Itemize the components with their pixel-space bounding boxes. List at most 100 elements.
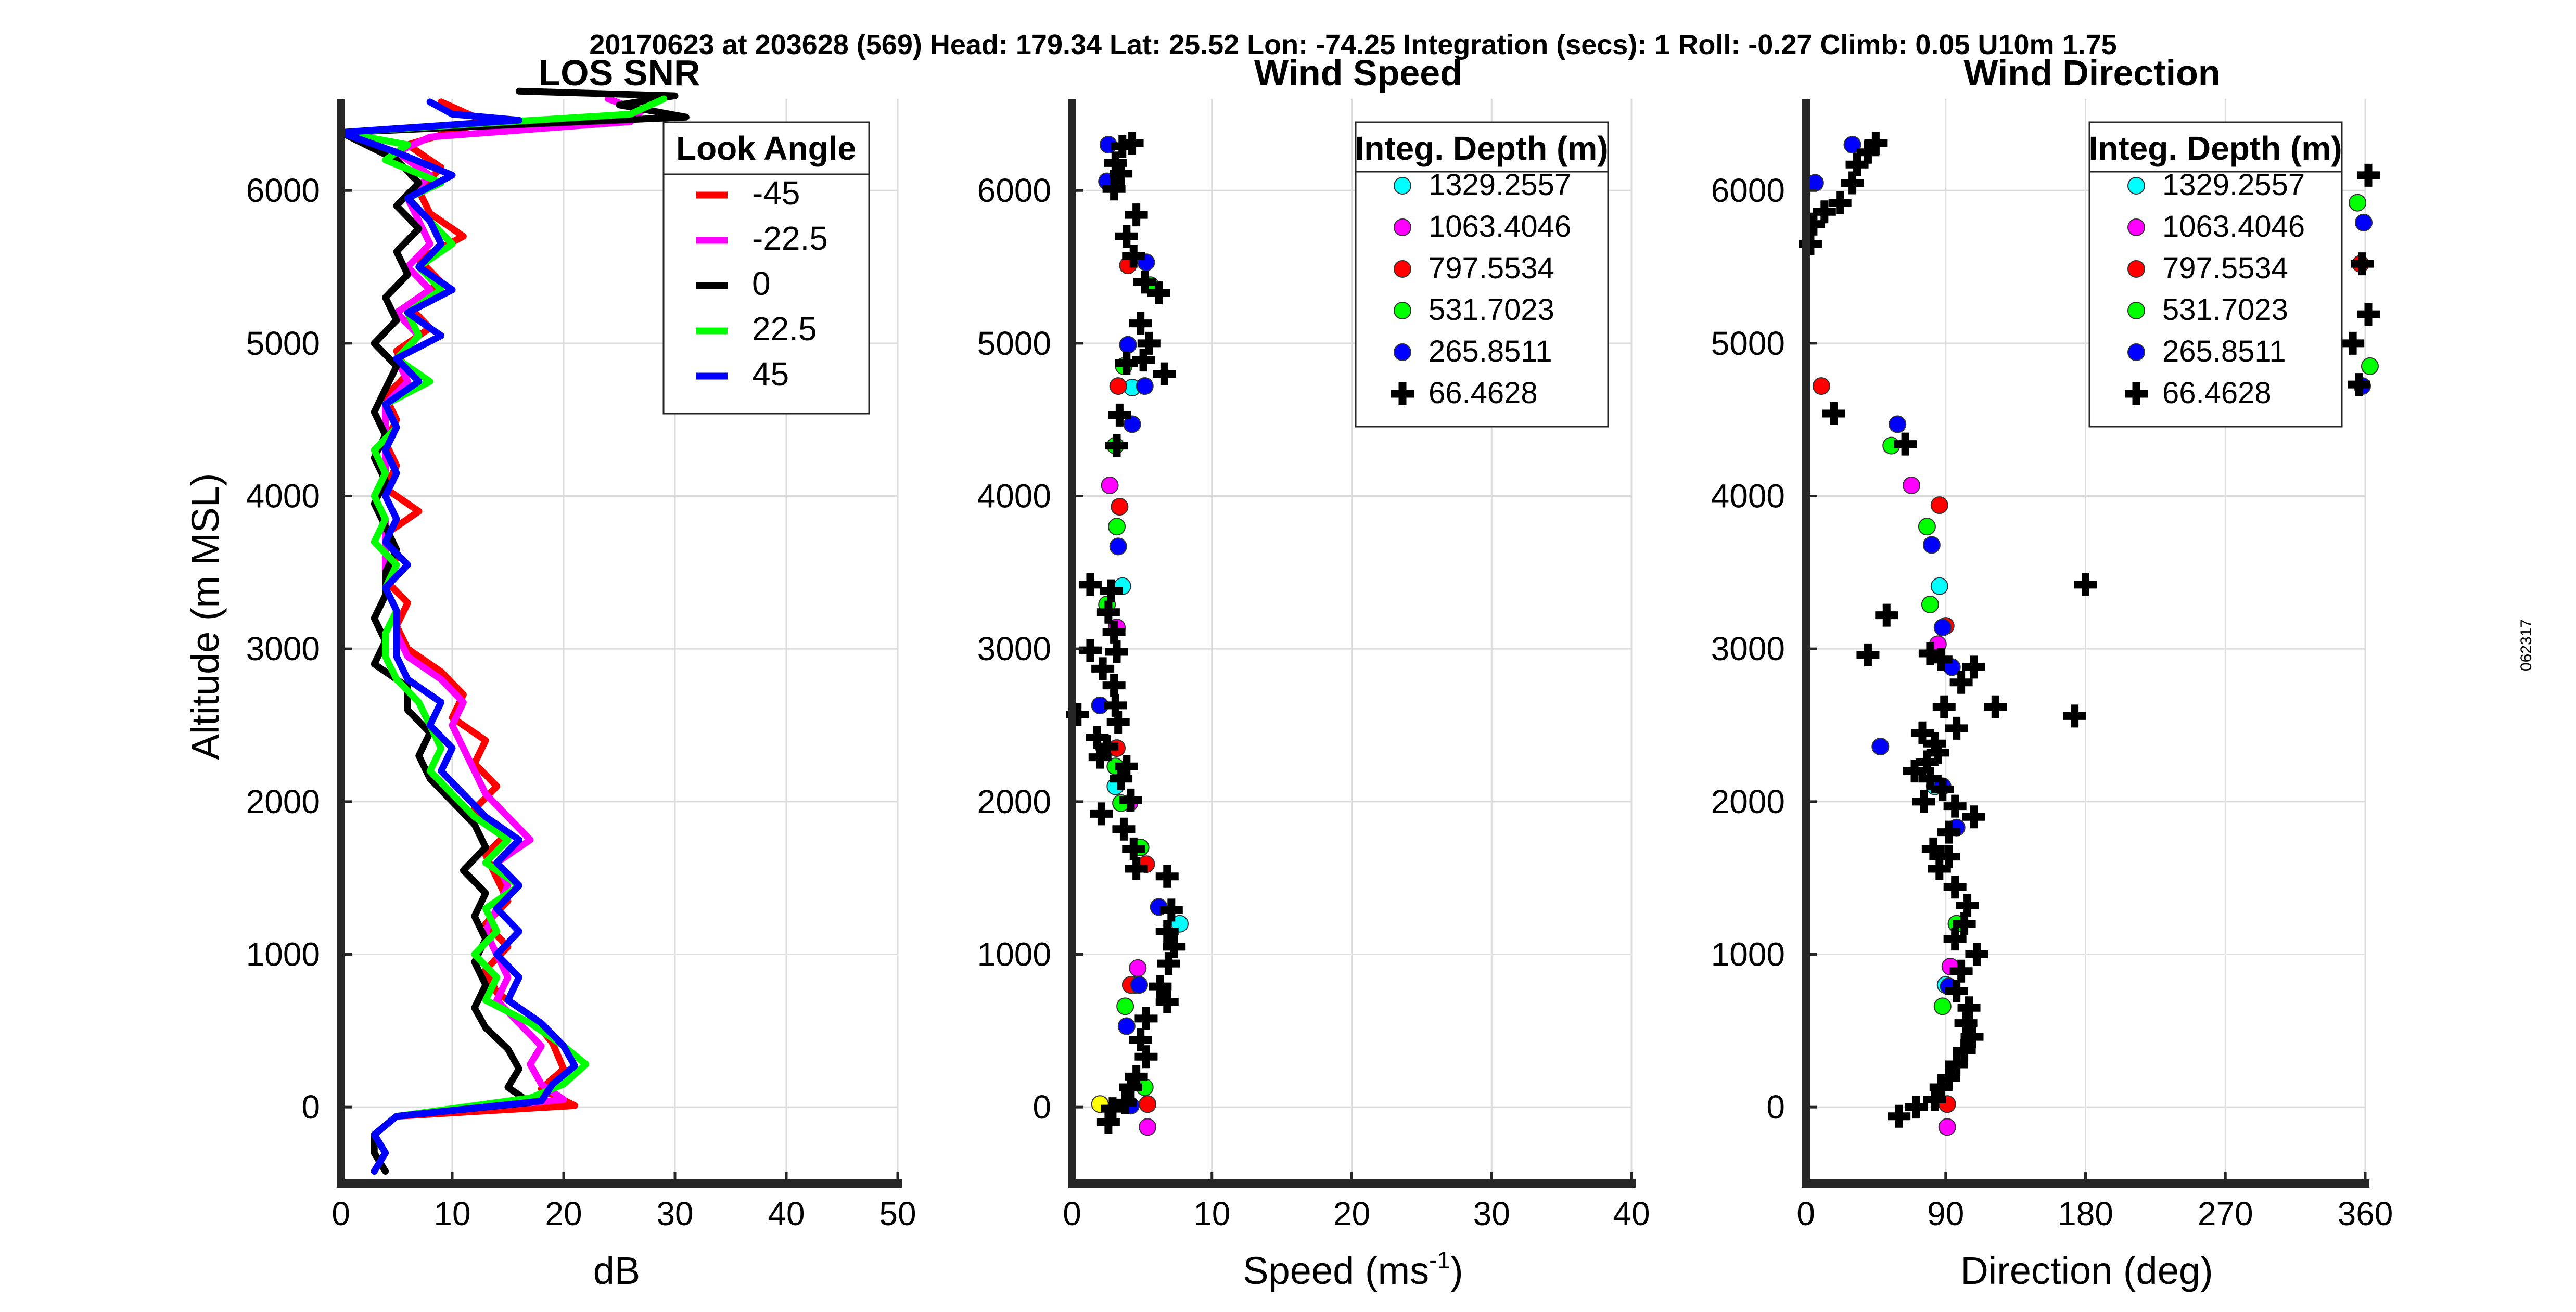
wind-direction-series-group <box>1799 132 2380 1136</box>
wind-speed-series-66-4628-point <box>1129 312 1152 335</box>
wind-direction-series-66-4628-point <box>1945 1052 1968 1076</box>
wind-direction-series-1329-2557-point <box>1930 577 1948 595</box>
wind-speed-y-tick-label: 2000 <box>977 783 1051 820</box>
wind-direction-series-66-4628-point <box>1903 760 1927 783</box>
los-snr-x-tick-label: 10 <box>433 1195 470 1232</box>
wind-direction-legend-swatch <box>2125 382 2148 405</box>
los-snr-legend-title: Look Angle <box>676 130 856 167</box>
wind-direction-y-tick-label: 6000 <box>1711 172 1785 209</box>
los-snr-y-tick-label: 2000 <box>246 783 320 820</box>
wind-speed-series-66-4628-point <box>1133 271 1156 294</box>
wind-direction-y-tick-label: 5000 <box>1711 325 1785 362</box>
wind-speed-series-66-4628-point <box>1122 837 1145 860</box>
wind-speed-series-66-4628-point <box>1096 1111 1120 1134</box>
wind-direction-legend-item: 531.7023 <box>2127 293 2288 327</box>
wind-direction-series-66-4628-point <box>1945 979 1968 1002</box>
wind-direction-series-66-4628-point <box>1905 1096 1928 1119</box>
wind-speed-series-66-4628-point <box>1119 1075 1142 1099</box>
wind-speed-series-66-4628-point <box>1153 362 1176 385</box>
wind-direction-y-tick-label: 0 <box>1766 1088 1785 1126</box>
los-snr-y-tick-label: 0 <box>301 1088 320 1126</box>
wind-speed-legend-item: 1063.4046 <box>1394 210 1571 243</box>
wind-direction-series-66-4628-point <box>1962 805 1985 829</box>
wind-direction-y-tick-label: 3000 <box>1711 630 1785 667</box>
wind-speed-x-tick-label: 40 <box>1613 1195 1650 1232</box>
wind-speed-x-tick-label: 0 <box>1063 1195 1081 1232</box>
wind-direction-series-265-8511-point <box>1889 415 1907 433</box>
wind-speed-series-66-4628-point <box>1125 857 1148 881</box>
wind-speed-series-66-4628-point <box>1101 1097 1124 1121</box>
wind-speed-axes: 0 1000 2000 3000 4000 5000 6000 0 10 20 30 40 <box>977 99 1650 1232</box>
wind-speed-legend-label: 66.4628 <box>1429 376 1538 410</box>
wind-speed-series-66-4628-point <box>1129 1028 1152 1051</box>
wind-direction-series-66-4628-point <box>2356 163 2380 187</box>
wind-direction-y-tick-label: 4000 <box>1711 478 1785 515</box>
figure-side-id: 062317 <box>2518 619 2535 671</box>
wind-direction-legend-swatch <box>2127 260 2145 278</box>
wind-speed-series-66-4628-point <box>1102 674 1126 697</box>
wind-speed-series-66-4628-point <box>1119 788 1142 812</box>
wind-direction-series-66-4628-point <box>1813 200 1836 224</box>
wind-direction-series-66-4628-point <box>2356 303 2380 326</box>
wind-direction-series-66-4628-point <box>1945 716 1968 740</box>
wind-speed-title: Wind Speed <box>1254 53 1462 93</box>
wind-speed-legend-swatch <box>1394 343 1411 361</box>
wind-direction-series-1063-4046-point <box>1903 476 1921 494</box>
wind-speed-y-tick-label: 1000 <box>977 936 1051 973</box>
los-snr-legend-box <box>662 121 870 415</box>
los-snr-x-axis-label: dB <box>593 1249 641 1292</box>
wind-direction-legend-label: 1329.2557 <box>2162 168 2305 202</box>
wind-direction-legend-item: 265.8511 <box>2127 335 2286 368</box>
los-snr-title: LOS SNR <box>538 53 700 93</box>
wind-speed-series-66-4628-point <box>1125 203 1148 227</box>
wind-direction-series-66-4628-point <box>1822 402 1845 425</box>
los-snr-panel: LOS SNR Altitude (m MSL) dB 010002000300… <box>184 53 916 1292</box>
los-snr-x-tick-label: 20 <box>545 1195 582 1232</box>
wind-direction-series-66-4628-point <box>1856 643 1880 666</box>
wind-direction-axes: 0 1000 2000 3000 4000 5000 6000 0 90 180 270 360 <box>1711 99 2393 1232</box>
wind-speed-series-66-4628-point <box>1134 1007 1158 1030</box>
wind-direction-series-66-4628-point <box>1962 655 1985 679</box>
wind-speed-x-label-tail: ) <box>1450 1249 1463 1292</box>
wind-direction-x-axis-label: Direction (deg) <box>1960 1249 2213 1292</box>
los-snr-legend-label: -22.5 <box>752 220 828 257</box>
wind-direction-series-531-7023-point <box>2349 194 2367 212</box>
wind-direction-series-66-4628-point <box>1845 153 1869 176</box>
wind-speed-series-265-8511-point <box>1130 976 1148 994</box>
wind-direction-series-66-4628-point <box>2063 704 2086 728</box>
wind-direction-series-797-5534-point <box>1812 377 1830 395</box>
wind-speed-series-66-4628-point <box>1155 865 1179 888</box>
los-snr-axes: 0 1000 2000 3000 4000 5000 6000 0 10 20 30 40 50 <box>246 99 916 1232</box>
wind-direction-series-265-8511-point <box>1922 536 1941 554</box>
wind-direction-y-tick-label: 1000 <box>1711 936 1785 973</box>
wind-speed-series-66-4628-point <box>1112 817 1136 841</box>
los-snr-series-45-line <box>337 98 578 1175</box>
figure-header: 20170623 at 203628 (569) Head: 179.34 La… <box>589 29 2116 60</box>
wind-direction-series-66-4628-point <box>1923 1088 1946 1111</box>
wind-direction-series-66-4628-point <box>1943 928 1967 951</box>
wind-speed-series-66-4628-point <box>1122 245 1145 268</box>
wind-direction-series-66-4628-point <box>1912 790 1935 813</box>
wind-speed-series-66-4628-point <box>1088 745 1112 769</box>
wind-direction-series-66-4628-point <box>1954 1011 1978 1035</box>
wind-direction-series-66-4628-point <box>1828 191 1852 214</box>
wind-speed-legend-label: 1329.2557 <box>1429 168 1571 202</box>
wind-speed-series-265-8511-point <box>1109 537 1127 556</box>
wind-direction-x-tick-label: 270 <box>2198 1195 2253 1232</box>
wind-direction-series-66-4628-point <box>1841 171 1864 195</box>
wind-direction-panel: Wind Direction Direction (deg) 0 1000 2000… <box>1711 53 2393 1292</box>
wind-speed-legend-label: 1063.4046 <box>1429 210 1571 243</box>
wind-direction-series-66-4628-point <box>1894 432 1917 456</box>
wind-speed-series-66-4628-point <box>1105 434 1128 457</box>
wind-direction-legend-item: 1063.4046 <box>2127 210 2305 243</box>
wind-speed-series-66-4628-point <box>1159 898 1183 922</box>
los-snr-legend-item: 45 <box>696 355 789 393</box>
wind-direction-series-66-4628-point <box>1888 1104 1911 1128</box>
wind-direction-x-tick-label: 360 <box>2338 1195 2393 1232</box>
wind-speed-series-66-4628-point <box>1115 755 1138 778</box>
wind-speed-series-1063-4046-point <box>1129 959 1147 977</box>
los-snr-y-axis-label: Altitude (m MSL) <box>184 473 227 760</box>
wind-direction-series-66-4628-point <box>1932 695 1956 718</box>
wind-speed-x-axis-label: Speed (ms-1) <box>1243 1246 1463 1292</box>
